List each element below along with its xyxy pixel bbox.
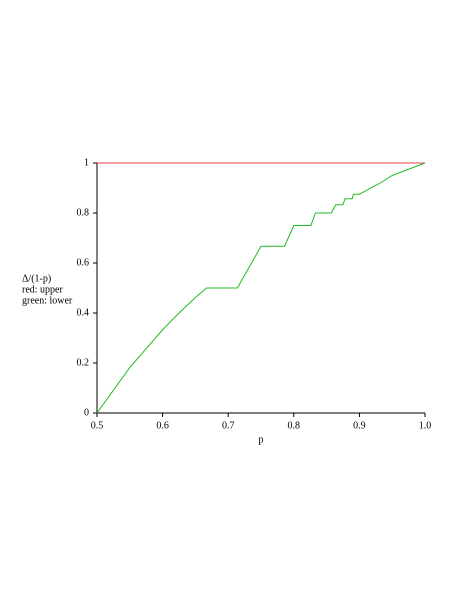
series-line	[96, 162, 426, 414]
y-axis-label: green: lower	[22, 295, 73, 306]
x-axis-label: p	[259, 434, 264, 445]
y-axis-label: red: upper	[22, 284, 63, 295]
x-tick-label: 0.5	[91, 420, 104, 431]
x-tick-label: 1.0	[419, 420, 432, 431]
y-tick-label: 0.2	[77, 357, 90, 368]
y-axis-label: Δ/(1-p)	[22, 273, 51, 284]
y-tick-label: 0	[84, 407, 89, 418]
y-tick-label: 0.4	[77, 307, 90, 318]
x-tick-label: 0.9	[353, 420, 366, 431]
x-tick-label: 0.7	[222, 420, 235, 431]
x-tick-label: 0.8	[288, 420, 301, 431]
y-tick-label: 0.8	[77, 207, 90, 218]
y-tick-label: 0.6	[77, 257, 90, 268]
y-tick-label: 1	[84, 157, 89, 168]
x-tick-label: 0.6	[156, 420, 169, 431]
